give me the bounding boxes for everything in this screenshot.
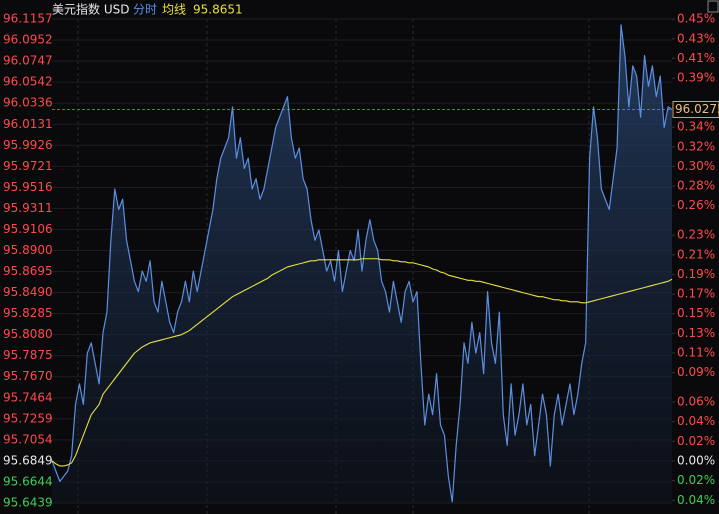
y-tick-label: 96.0336 (3, 96, 53, 110)
average-value: 95.8651 (193, 3, 243, 17)
y2-tick-label: 0.02% (677, 473, 715, 487)
y-tick-label: 95.6439 (3, 496, 53, 510)
y2-tick-label: 0.43% (677, 31, 715, 45)
y-tick-label: 95.9721 (3, 159, 53, 173)
y2-tick-label: 0.17% (677, 287, 715, 301)
price-area (52, 24, 672, 503)
average-line (51, 258, 673, 467)
y-tick-label: 96.0747 (3, 54, 53, 68)
y-tick-label: 96.0131 (3, 117, 53, 131)
y2-tick-label: 0.02% (677, 434, 715, 448)
y2-tick-label: 0.23% (677, 228, 715, 242)
y2-tick-label: 0.13% (677, 326, 715, 340)
y2-tick-label: 0.19% (677, 267, 715, 281)
y2-tick-label: 0.45% (677, 12, 715, 26)
y-tick-label: 95.9926 (3, 138, 53, 152)
y-tick-label: 95.8695 (3, 264, 53, 278)
y2-tick-label: 0.21% (677, 247, 715, 261)
last-price-box (672, 100, 719, 118)
y-tick-label: 96.1157 (3, 12, 53, 26)
y-tick-label: 95.7259 (3, 411, 53, 425)
y-tick-label: 95.6849 (3, 453, 53, 467)
legend-entry[interactable]: 均线 (162, 3, 186, 17)
y-tick-label: 96.0952 (3, 33, 53, 47)
y2-tick-label: 0.04% (677, 414, 715, 428)
window-icon[interactable] (707, 0, 719, 13)
y-tick-label: 95.9516 (3, 180, 53, 194)
y2-tick-label: 0.30% (677, 159, 715, 173)
y-tick-label: 95.8490 (3, 285, 53, 299)
y-tick-label: 95.9106 (3, 222, 53, 236)
y-tick-label: 95.9311 (3, 201, 53, 215)
y-tick-label: 95.7875 (3, 348, 53, 362)
y-tick-label: 95.8285 (3, 306, 53, 320)
y2-tick-label: 0.26% (677, 198, 715, 212)
y2-tick-label: 0.15% (677, 306, 715, 320)
y2-tick-label: 0.09% (677, 365, 715, 379)
y-tick-label: 95.8900 (3, 243, 53, 257)
y2-tick-label: 0.04% (677, 493, 715, 507)
y2-tick-label: 0.28% (677, 179, 715, 193)
y2-tick-label: 0.39% (677, 71, 715, 85)
y-tick-label: 95.7054 (3, 432, 53, 446)
y2-tick-label: 0.00% (677, 453, 715, 467)
last-price-label: 96.0275 (675, 102, 719, 116)
y-tick-label: 95.7464 (3, 390, 53, 404)
price-line (51, 24, 673, 503)
y2-tick-label: 0.32% (677, 139, 715, 153)
y-tick-label: 95.8080 (3, 327, 53, 341)
legend-entry[interactable]: 分时 (133, 3, 157, 17)
y2-tick-label: 0.34% (677, 120, 715, 134)
y-tick-label: 95.7670 (3, 369, 53, 383)
y-tick-label: 95.6644 (3, 474, 53, 488)
y2-tick-label: 0.06% (677, 395, 715, 409)
y-tick-label: 96.0542 (3, 75, 53, 89)
y2-tick-label: 0.11% (677, 345, 715, 359)
y2-tick-label: 0.41% (677, 51, 715, 65)
chart-title: 美元指数 USD (52, 2, 129, 17)
